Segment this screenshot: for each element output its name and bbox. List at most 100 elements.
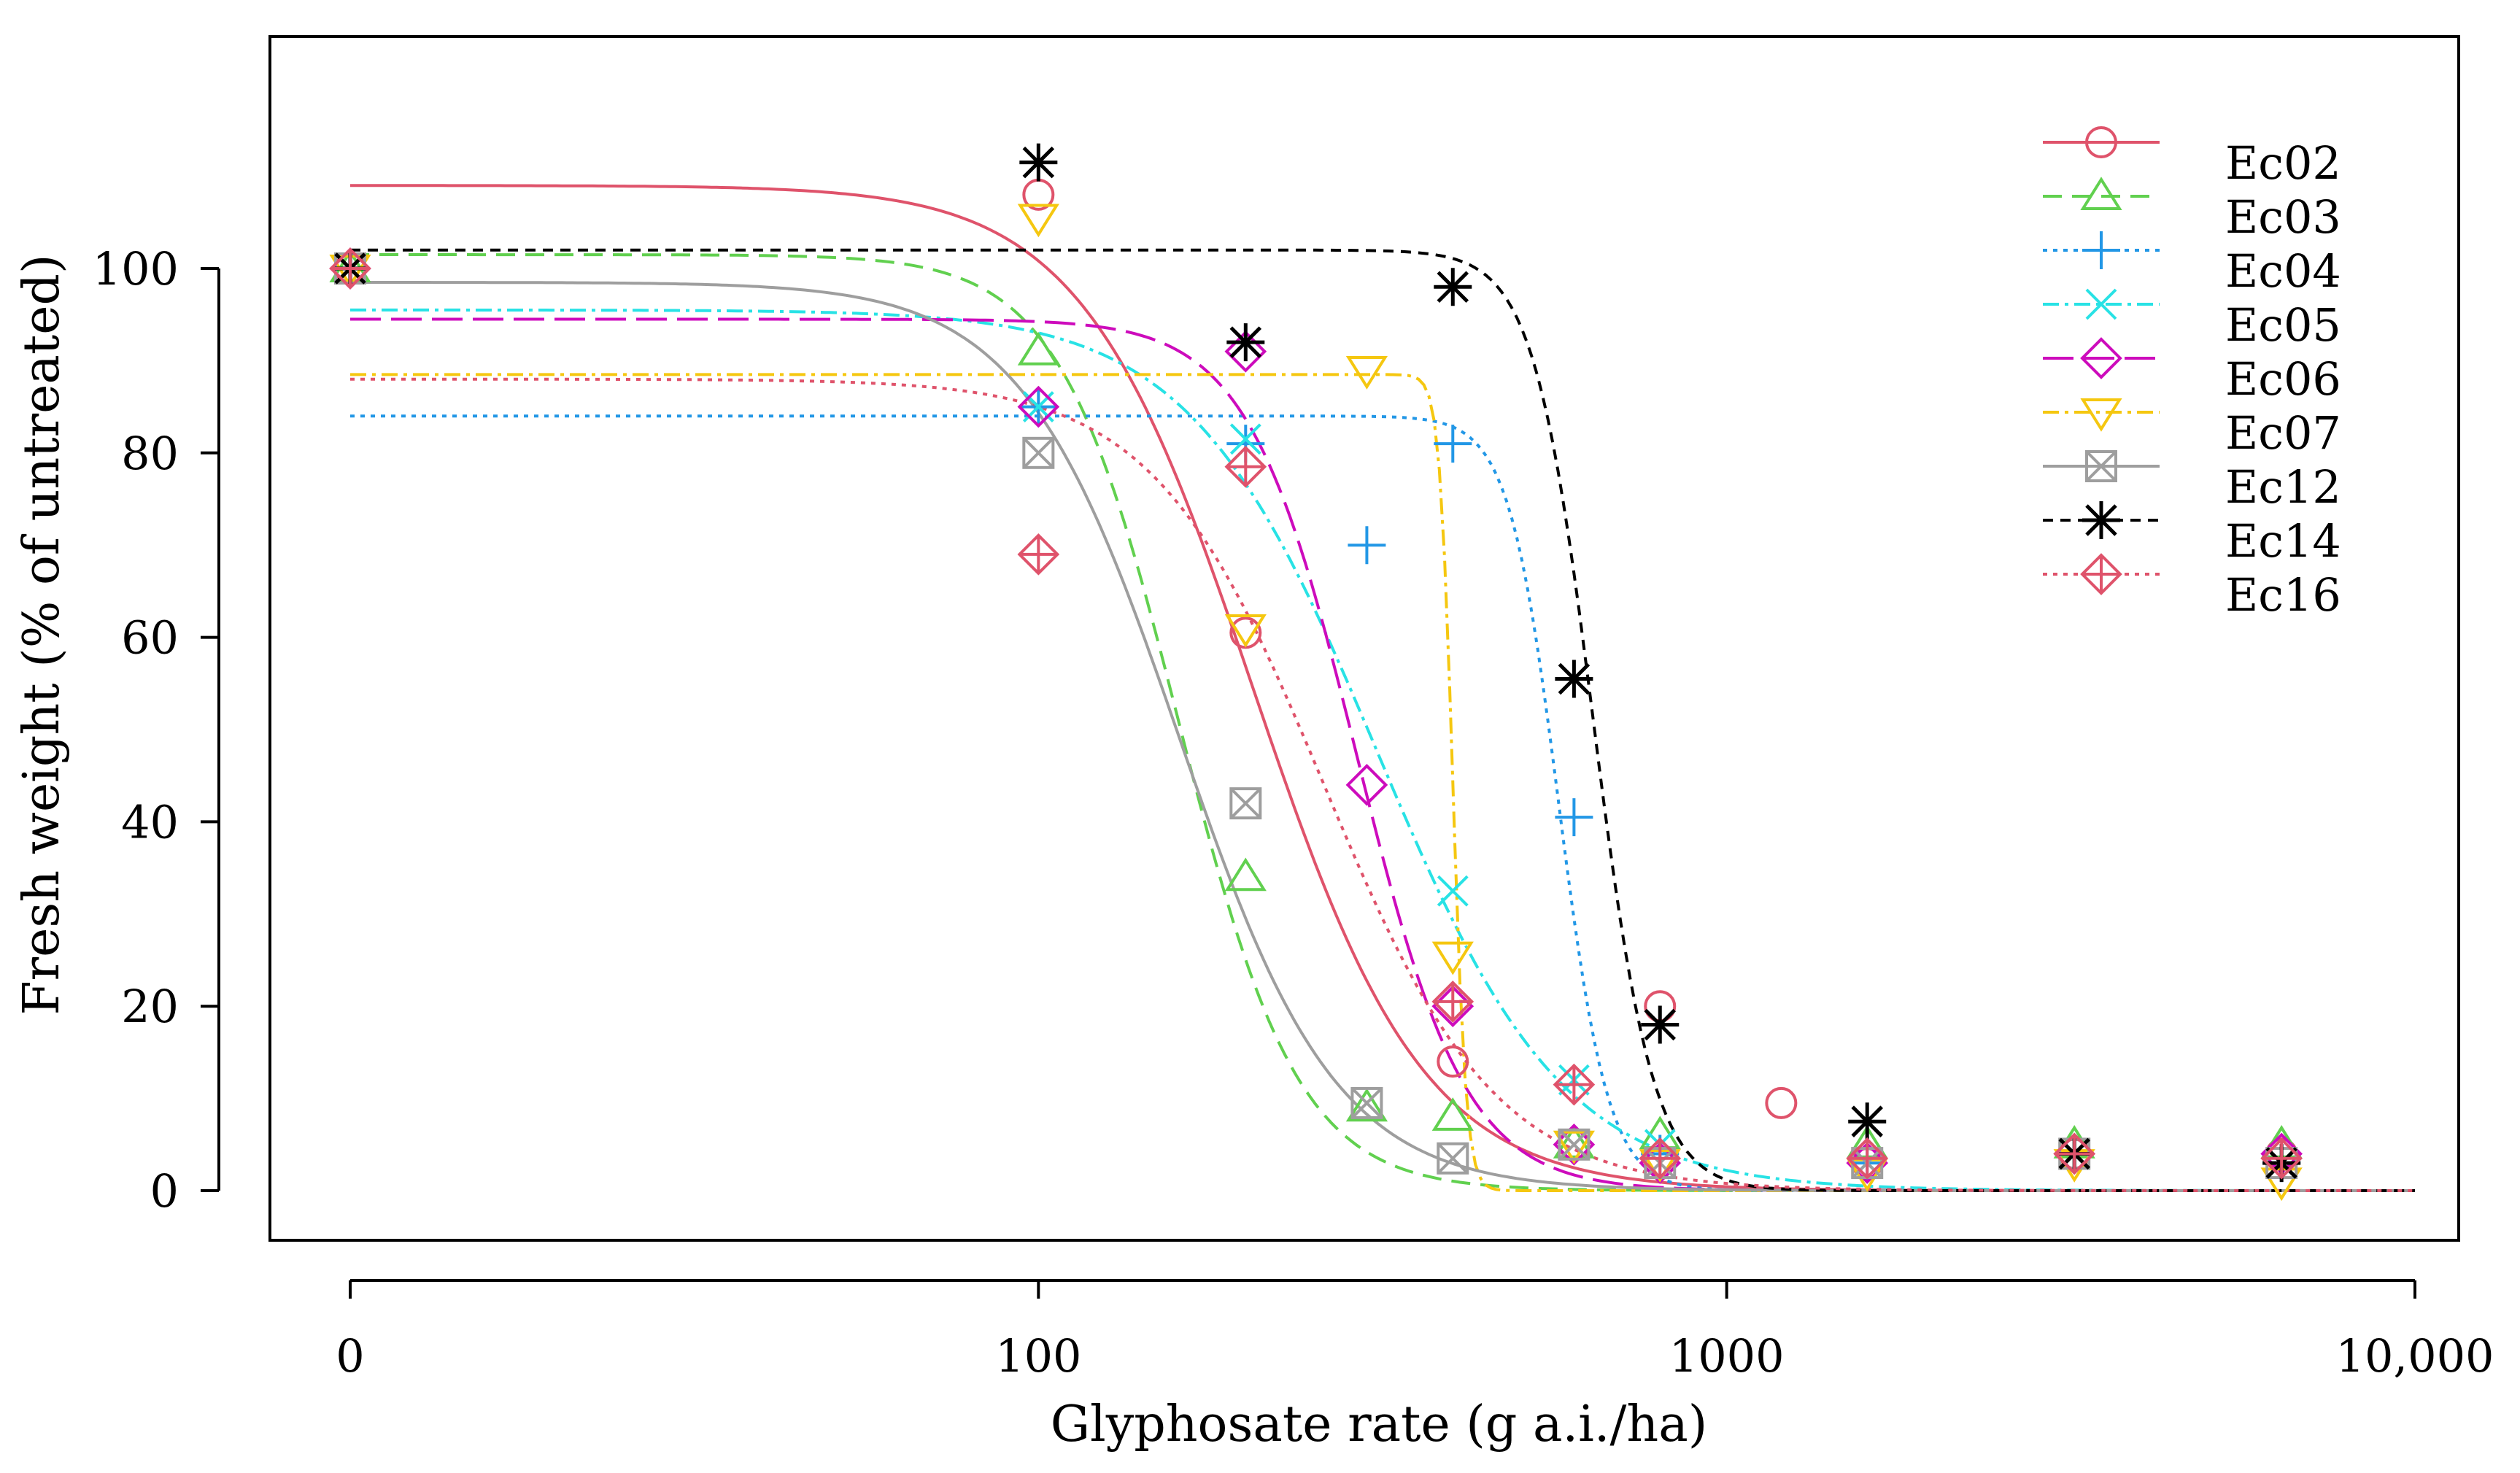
point-ec07	[1431, 941, 1474, 975]
y-tick-label: 80	[121, 427, 179, 480]
point-ec16	[1639, 1137, 1682, 1180]
point-ec03	[1431, 1097, 1474, 1131]
fitted-curves	[350, 184, 2415, 1192]
marker-diamond	[1846, 1142, 1889, 1184]
point-ec07	[1553, 1130, 1595, 1164]
marker-circle	[2085, 126, 2117, 158]
marker-stroke	[1644, 1008, 1677, 1041]
marker-square	[2085, 450, 2117, 482]
legend-label: Ec03	[2225, 190, 2341, 244]
curve-ec04	[350, 414, 2415, 1192]
y-tick-label: 0	[150, 1164, 179, 1218]
point-ec14	[1019, 143, 1058, 182]
marker-triangle	[2080, 177, 2122, 210]
legend-marker	[2080, 398, 2122, 432]
point-ec07	[1017, 204, 1059, 238]
point-ec16	[2260, 1137, 2303, 1180]
point-ec12	[1350, 1086, 1383, 1119]
point-ec03	[1224, 857, 1267, 892]
legend-label: Ec04	[2225, 244, 2341, 298]
marker-stroke	[1022, 146, 1055, 179]
point-ec16	[1224, 445, 1267, 488]
marker-square	[1558, 1128, 1591, 1161]
marker-triangle	[1017, 331, 1059, 366]
curve-ec05	[350, 308, 2415, 1192]
point-ec07	[1224, 614, 1267, 648]
marker-triangle	[1431, 941, 1474, 975]
point-ec02	[1437, 1045, 1469, 1078]
marker-stroke	[2085, 504, 2117, 536]
point-ec12	[1229, 787, 1262, 820]
point-ec04	[1434, 425, 1472, 463]
legend-marker	[2080, 337, 2122, 379]
legend-marker	[2085, 126, 2117, 158]
y-tick-label: 60	[121, 611, 179, 665]
legend-label: Ec07	[2225, 406, 2341, 460]
marker-diamond	[2080, 337, 2122, 379]
point-ec12	[1437, 1142, 1469, 1175]
legend-marker	[2085, 288, 2117, 320]
point-ec05	[1229, 423, 1261, 455]
data-points	[329, 143, 2303, 1202]
x-tick-label: 100	[995, 1329, 1081, 1383]
y-tick-label: 40	[121, 795, 179, 848]
marker-triangle	[2080, 398, 2122, 432]
legend-label: Ec12	[2225, 460, 2341, 514]
y-tick-label: 20	[121, 980, 179, 1033]
marker-stroke	[1229, 423, 1261, 455]
legend-marker	[2082, 501, 2120, 539]
point-ec05	[1437, 875, 1469, 907]
y-axis: 0 20 40 60 80 100	[93, 242, 220, 1218]
marker-diamond	[1224, 330, 1267, 373]
marker-triangle	[1553, 1130, 1595, 1164]
marker-stroke	[2085, 288, 2117, 320]
legend-label: Ec16	[2225, 568, 2341, 622]
point-ec16	[329, 247, 371, 290]
marker-stroke	[1351, 1087, 1383, 1119]
legend-item-ec16: Ec16	[2043, 553, 2341, 622]
plot-frame	[268, 35, 2460, 1242]
legend-item-ec07: Ec07	[2043, 398, 2341, 460]
point-ec14	[1848, 1102, 1887, 1141]
marker-stroke	[1851, 1105, 1883, 1137]
marker-stroke	[1437, 1143, 1469, 1175]
point-ec06	[1017, 385, 1060, 428]
point-ec14	[1555, 660, 1593, 698]
curve-ec03	[350, 253, 2415, 1192]
marker-stroke	[1437, 875, 1469, 907]
y-tick-label: 100	[93, 242, 179, 295]
marker-diamond	[1431, 985, 1474, 1028]
point-ec03	[1553, 1125, 1595, 1159]
marker-triangle	[1224, 614, 1267, 648]
x-tick-label: 1000	[1669, 1329, 1785, 1383]
marker-triangle	[1224, 857, 1267, 892]
point-ec16	[2053, 1132, 2096, 1175]
marker-stroke	[1558, 662, 1591, 695]
point-ec16	[1431, 981, 1474, 1023]
legend-item-ec12: Ec12	[2043, 450, 2341, 514]
x-tick-label: 0	[336, 1329, 364, 1383]
marker-stroke	[1558, 1129, 1590, 1161]
y-axis-title: Fresh weight (% of untreated)	[13, 254, 71, 1015]
marker-square	[1229, 787, 1262, 820]
marker-stroke	[1229, 326, 1262, 358]
legend-item-ec06: Ec06	[2043, 337, 2341, 406]
legend-marker	[2080, 177, 2122, 210]
point-ec07	[1345, 356, 1388, 390]
marker-stroke	[1437, 271, 1469, 304]
curve-ec12	[350, 281, 2415, 1192]
legend-item-ec05: Ec05	[2043, 288, 2341, 352]
marker-triangle	[1431, 1097, 1474, 1131]
legend-marker	[2082, 231, 2120, 269]
legend-label: Ec14	[2225, 514, 2341, 568]
point-ec16	[1017, 533, 1060, 576]
point-ec14	[1641, 1005, 1680, 1044]
point-ec04	[1555, 798, 1593, 837]
point-ec12	[1022, 436, 1055, 469]
point-ec06	[1431, 985, 1474, 1028]
marker-square	[1022, 436, 1055, 469]
marker-stroke	[1229, 787, 1261, 819]
legend-marker	[2080, 553, 2122, 595]
